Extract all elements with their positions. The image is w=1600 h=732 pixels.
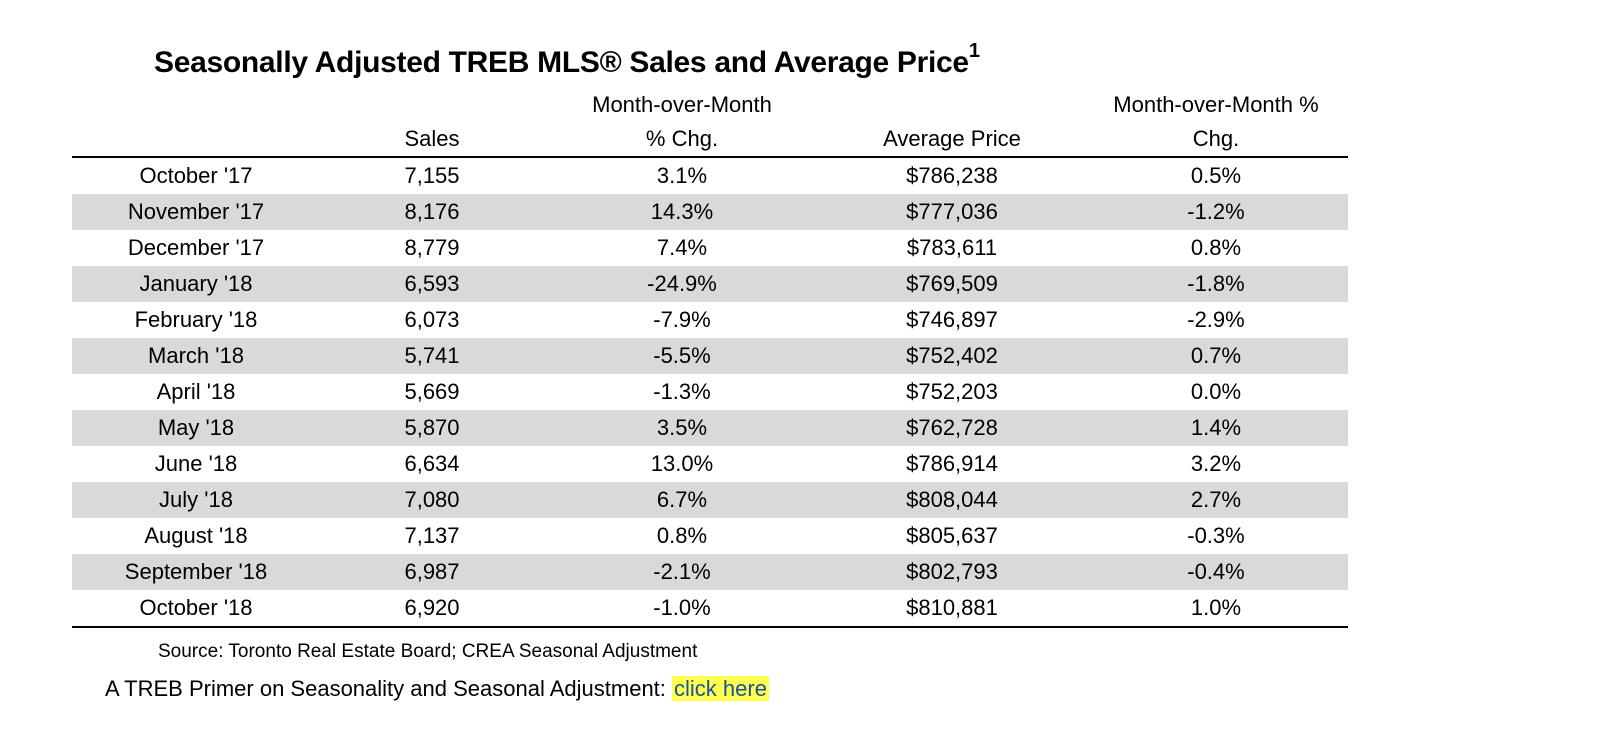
cell-avg-price: $805,637 xyxy=(906,523,998,548)
cell-sales-mom: 7.4% xyxy=(656,235,708,260)
cell-month: May '18 xyxy=(157,415,235,440)
table-row: March '18 5,741 -5.5% $752,402 0.7% xyxy=(72,338,1348,374)
title-text: Seasonally Adjusted TREB MLS® Sales and … xyxy=(154,46,969,79)
cell-month: July '18 xyxy=(159,487,233,512)
primer-text: A TREB Primer on Seasonality and Seasona… xyxy=(105,676,673,701)
click-here-link[interactable]: click here xyxy=(672,676,769,701)
cell-price-mom: 1.0% xyxy=(1190,595,1242,620)
source-note: Source: Toronto Real Estate Board; CREA … xyxy=(158,641,698,662)
cell-avg-price: $808,044 xyxy=(906,487,998,512)
page-title: Seasonally Adjusted TREB MLS® Sales and … xyxy=(154,40,980,80)
cell-month: February '18 xyxy=(134,307,258,332)
cell-sales-mom: -1.3% xyxy=(653,379,711,404)
cell-avg-price: $783,611 xyxy=(906,235,998,260)
cell-sales: 5,669 xyxy=(404,379,460,404)
cell-month: August '18 xyxy=(144,523,248,548)
cell-avg-price: $786,238 xyxy=(906,163,998,188)
table-body: October '17 7,155 3.1% $786,238 0.5% November… xyxy=(72,158,1348,628)
header-price-mom: Chg. xyxy=(1192,126,1240,151)
cell-avg-price: $752,402 xyxy=(906,343,998,368)
cell-avg-price: $762,728 xyxy=(906,415,998,440)
header-top-sales-mom: Month-over-Month xyxy=(592,92,772,117)
cell-sales: 6,987 xyxy=(404,559,460,584)
cell-avg-price: $746,897 xyxy=(906,307,998,332)
header-sales: Sales xyxy=(404,126,460,151)
header-avg-price: Average Price xyxy=(883,126,1021,151)
cell-month: January '18 xyxy=(139,271,253,296)
cell-avg-price: $802,793 xyxy=(906,559,998,584)
cell-price-mom: -2.9% xyxy=(1187,307,1245,332)
cell-sales-mom: 0.8% xyxy=(656,523,708,548)
primer-line: A TREB Primer on Seasonality and Seasona… xyxy=(105,676,769,702)
cell-avg-price: $786,914 xyxy=(906,451,998,476)
table-header-row-top: Month-over-Month Month-over-Month % xyxy=(72,88,1348,122)
sales-price-table: Month-over-Month Month-over-Month % Sale… xyxy=(72,88,1348,628)
cell-price-mom: 3.2% xyxy=(1190,451,1242,476)
cell-sales-mom: -5.5% xyxy=(653,343,711,368)
cell-price-mom: -0.4% xyxy=(1187,559,1245,584)
cell-sales: 6,920 xyxy=(404,595,460,620)
table-row: September '18 6,987 -2.1% $802,793 -0.4% xyxy=(72,554,1348,590)
cell-sales-mom: 14.3% xyxy=(650,199,714,224)
cell-avg-price: $777,036 xyxy=(906,199,998,224)
cell-sales: 5,870 xyxy=(404,415,460,440)
cell-month: June '18 xyxy=(154,451,238,476)
cell-price-mom: 0.8% xyxy=(1190,235,1242,260)
cell-price-mom: 2.7% xyxy=(1190,487,1242,512)
cell-month: October '18 xyxy=(139,595,253,620)
table-row: August '18 7,137 0.8% $805,637 -0.3% xyxy=(72,518,1348,554)
cell-sales-mom: 3.5% xyxy=(656,415,708,440)
table-row: October '17 7,155 3.1% $786,238 0.5% xyxy=(72,158,1348,194)
table-row: October '18 6,920 -1.0% $810,881 1.0% xyxy=(72,590,1348,626)
table-row: December '17 8,779 7.4% $783,611 0.8% xyxy=(72,230,1348,266)
cell-sales-mom: 13.0% xyxy=(650,451,714,476)
header-sales-mom: % Chg. xyxy=(645,126,719,151)
header-top-price-mom: Month-over-Month % xyxy=(1113,92,1319,117)
cell-price-mom: 0.7% xyxy=(1190,343,1242,368)
cell-sales-mom: 6.7% xyxy=(656,487,708,512)
cell-sales: 6,073 xyxy=(404,307,460,332)
cell-sales-mom: -2.1% xyxy=(653,559,711,584)
cell-sales: 8,176 xyxy=(404,199,460,224)
cell-sales: 5,741 xyxy=(404,343,460,368)
cell-sales: 8,779 xyxy=(404,235,460,260)
cell-price-mom: -1.8% xyxy=(1187,271,1245,296)
table-row: April '18 5,669 -1.3% $752,203 0.0% xyxy=(72,374,1348,410)
table-row: February '18 6,073 -7.9% $746,897 -2.9% xyxy=(72,302,1348,338)
cell-avg-price: $752,203 xyxy=(906,379,998,404)
cell-month: December '17 xyxy=(127,235,265,260)
table-row: June '18 6,634 13.0% $786,914 3.2% xyxy=(72,446,1348,482)
table-row: May '18 5,870 3.5% $762,728 1.4% xyxy=(72,410,1348,446)
cell-price-mom: 0.0% xyxy=(1190,379,1242,404)
table-row: July '18 7,080 6.7% $808,044 2.7% xyxy=(72,482,1348,518)
cell-sales: 7,155 xyxy=(404,163,460,188)
cell-sales-mom: -1.0% xyxy=(653,595,711,620)
cell-sales-mom: 3.1% xyxy=(656,163,708,188)
cell-month: April '18 xyxy=(156,379,236,404)
cell-month: October '17 xyxy=(139,163,253,188)
cell-sales: 6,634 xyxy=(404,451,460,476)
cell-price-mom: -0.3% xyxy=(1187,523,1245,548)
table-header-row-bottom: Sales % Chg. Average Price Chg. xyxy=(72,122,1348,158)
cell-month: November '17 xyxy=(127,199,265,224)
cell-price-mom: 0.5% xyxy=(1190,163,1242,188)
cell-avg-price: $810,881 xyxy=(906,595,998,620)
cell-sales: 7,137 xyxy=(404,523,460,548)
table-row: November '17 8,176 14.3% $777,036 -1.2% xyxy=(72,194,1348,230)
cell-month: March '18 xyxy=(148,343,244,368)
cell-sales: 7,080 xyxy=(404,487,460,512)
table-row: January '18 6,593 -24.9% $769,509 -1.8% xyxy=(72,266,1348,302)
cell-price-mom: -1.2% xyxy=(1187,199,1245,224)
cell-sales: 6,593 xyxy=(404,271,460,296)
cell-price-mom: 1.4% xyxy=(1190,415,1242,440)
cell-sales-mom: -24.9% xyxy=(647,271,717,296)
cell-month: September '18 xyxy=(124,559,268,584)
title-footnote-marker: 1 xyxy=(968,40,980,62)
cell-avg-price: $769,509 xyxy=(906,271,998,296)
cell-sales-mom: -7.9% xyxy=(653,307,711,332)
